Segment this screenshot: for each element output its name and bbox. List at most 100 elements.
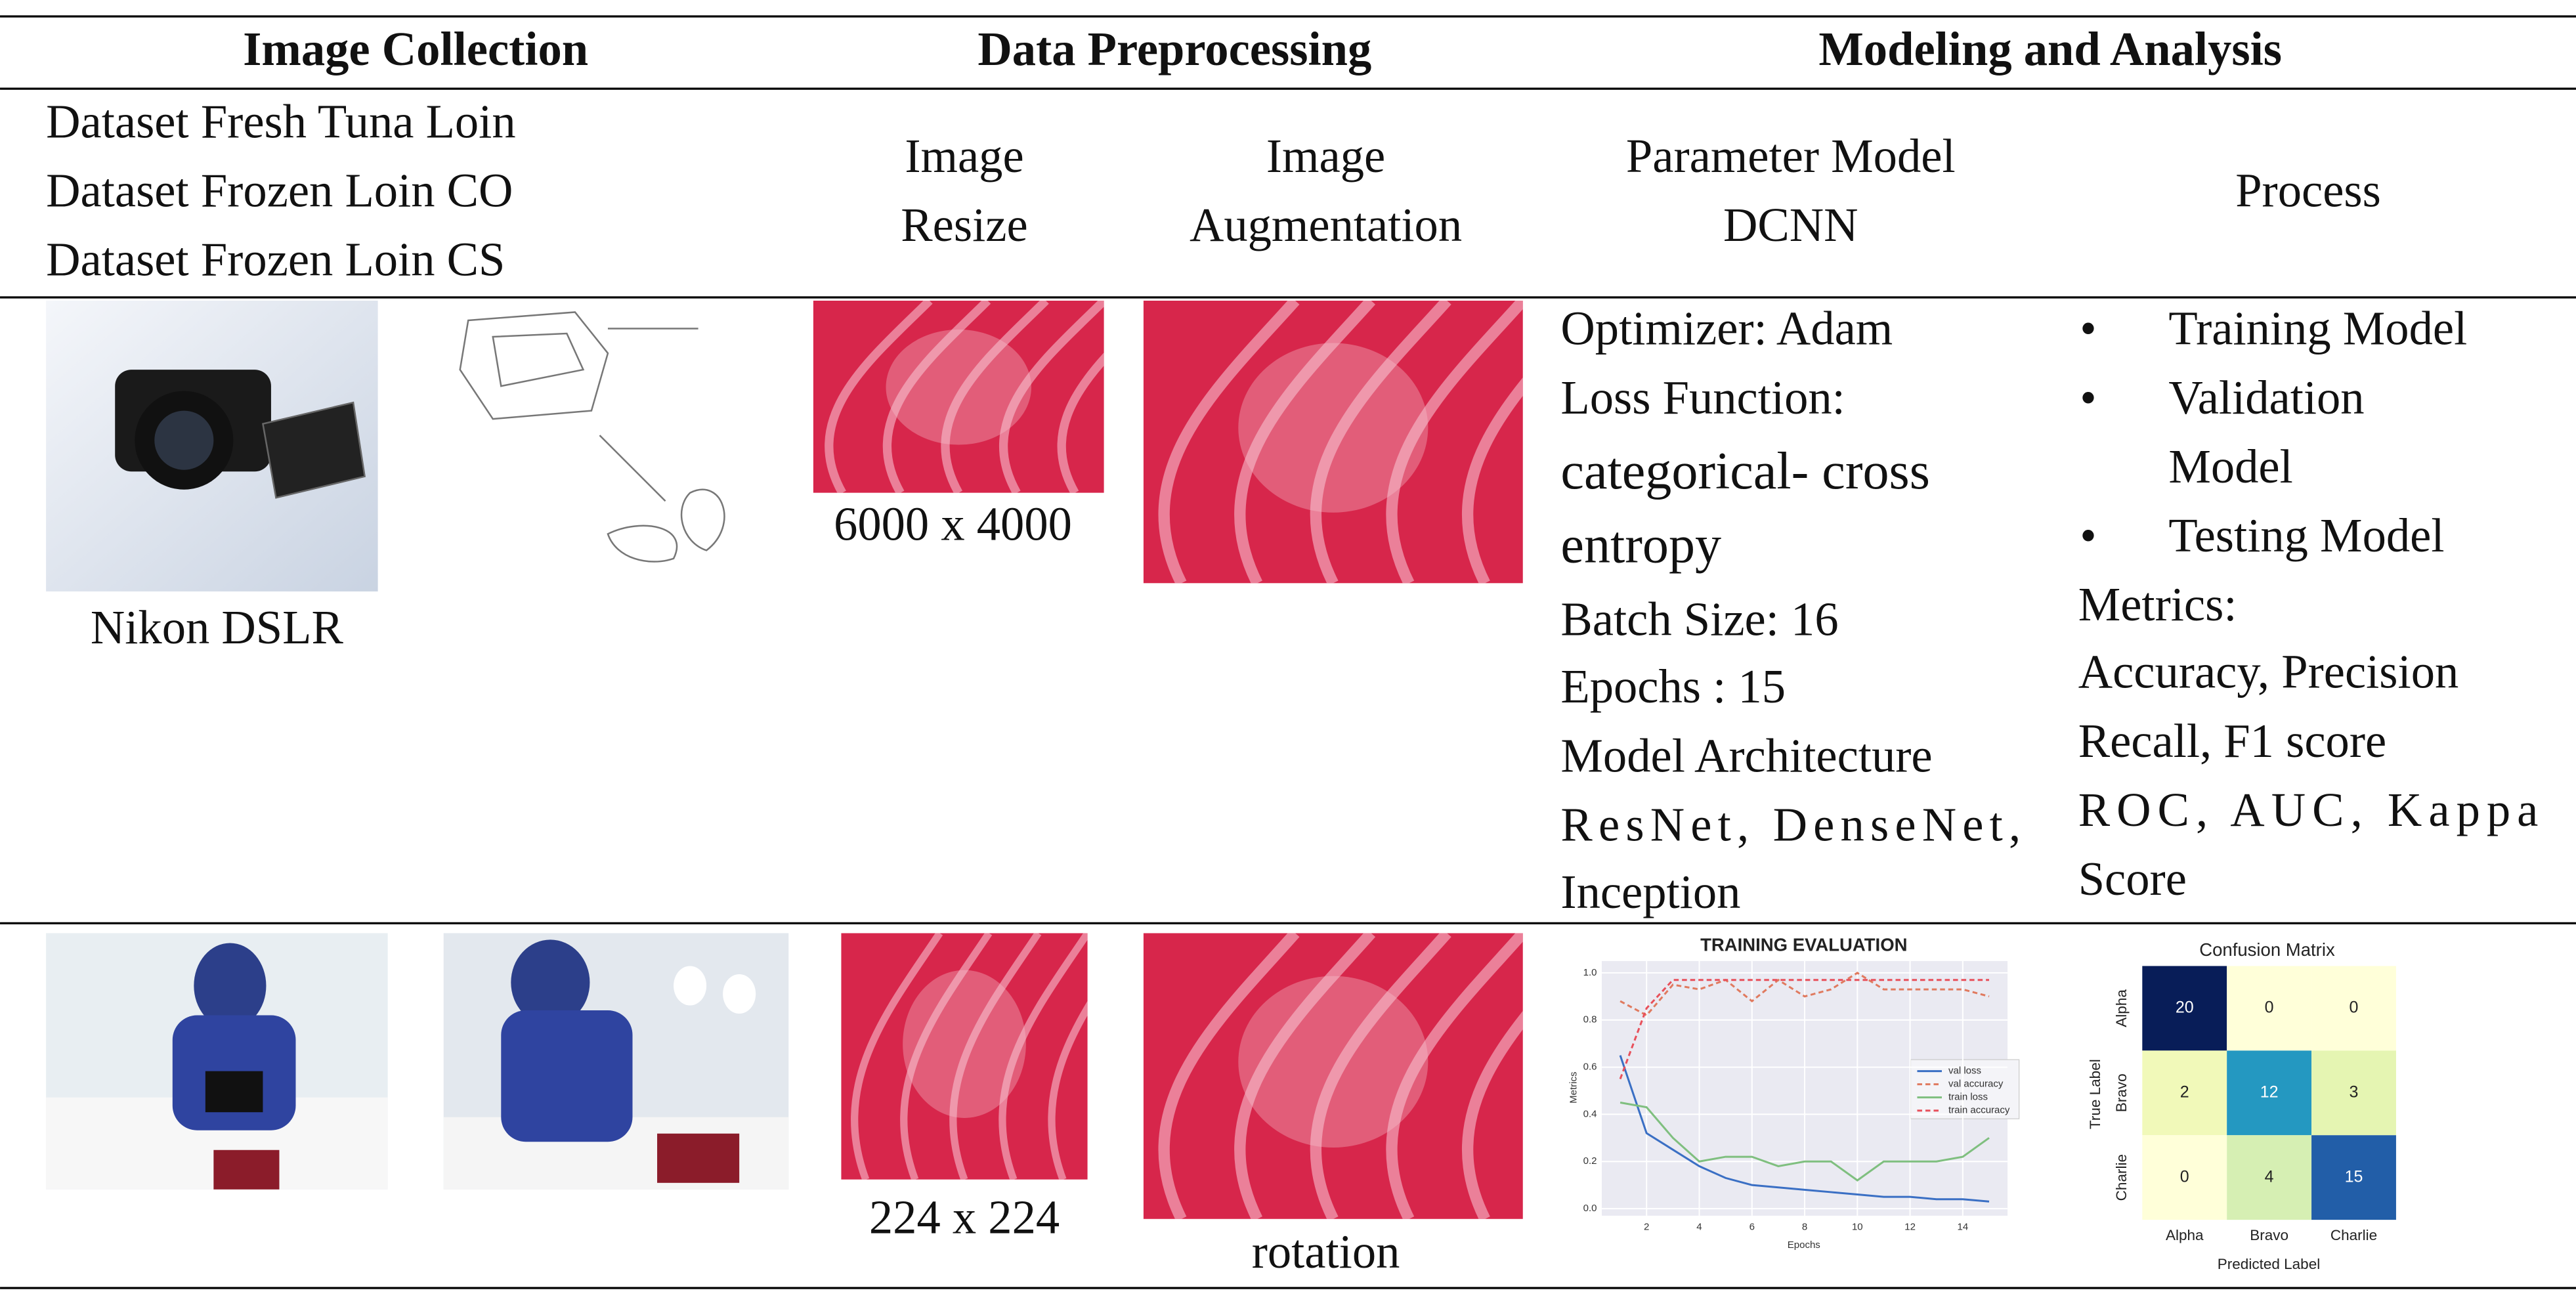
process-step: Model [2168,440,2292,493]
photo [46,933,789,1190]
cell-label: 0 [2350,999,2359,1017]
series-line [1620,972,1990,1017]
heatmap-cell [2311,966,2396,1051]
dataset: Dataset Frozen Loin CO [46,163,513,217]
y-tick-label: Alpha [2113,989,2130,1027]
x-tick-label: 12 [1904,1221,1916,1232]
y-tick-label: 0.8 [1583,1014,1597,1025]
x-tick-label: Alpha [2166,1227,2204,1243]
tuna-speckle [903,970,1026,1118]
metric: Metrics: [2078,578,2237,631]
x-tick-label: 14 [1958,1221,1969,1232]
tuna-stripe [941,300,1049,493]
x-tick-label: 4 [1696,1221,1702,1232]
column-header: Image Collection [243,22,588,75]
x-axis-label: Epochs [1788,1239,1820,1251]
camera-image [46,300,378,591]
tuna-stripe [1386,933,1523,1219]
y-tick-label: 0.2 [1583,1155,1597,1167]
tuna-stripe [1234,300,1376,584]
caption: Nikon DSLR [91,601,344,654]
parameter: Epochs : 15 [1560,660,1786,713]
x-tick-label: Charlie [2330,1227,2377,1243]
legend-label: train accuracy [1948,1105,2010,1116]
y-tick-label: 0.4 [1583,1108,1597,1119]
tuna-image [1143,933,1523,1219]
subheader: Image [1266,129,1385,183]
subheader: Process [2235,163,2381,217]
tuna-speckle [1238,976,1428,1148]
x-tick-label: Bravo [2250,1227,2288,1243]
legend [1910,1059,2020,1119]
heatmap-cell [2227,1135,2312,1220]
cell-label: 3 [2350,1083,2359,1101]
column-header: Data Preprocessing [977,22,1371,75]
tuna-image [841,933,1088,1180]
bullet: • [2080,302,2096,355]
x-tick-label: 2 [1644,1221,1649,1232]
x-tick-label: 10 [1852,1221,1863,1232]
sketch-image [459,311,725,563]
parameter: categorical- cross [1560,442,1929,500]
tuna-speckle [1238,343,1428,513]
subheader: DCNN [1723,198,1858,251]
tuna-stripe [1048,1000,1088,1180]
x-tick-label: 6 [1750,1221,1755,1232]
tuna-stripe [1386,300,1523,584]
caption: 6000 x 4000 [834,497,1072,550]
cell-label: 20 [2176,999,2194,1017]
process-step: Testing Model [2168,509,2444,562]
heatmap-cell [2142,1135,2227,1220]
metric: Recall, F1 score [2078,714,2387,767]
tuna-speckle [886,329,1031,445]
y-tick-label: 1.0 [1583,967,1597,978]
y-tick-label: Charlie [2113,1154,2130,1201]
parameter: entropy [1560,517,1721,574]
parameter: ResNet, DenseNet, [1560,798,2021,851]
series-line [1620,1101,1990,1182]
metric: ROC, AUC, Kappa [2078,783,2539,836]
heatmap-cell [2227,966,2312,1051]
dataset: Dataset Fresh Tuna Loin [46,95,516,148]
tuna-stripe [1310,300,1451,584]
tuna-stripe [1158,300,1300,584]
tuna-stripe [1234,933,1376,1219]
tuna-stripe [851,933,943,1180]
parameter: Optimizer: Adam [1560,302,1893,355]
subheader: Augmentation [1190,198,1462,251]
y-tick-label: Bravo [2113,1073,2130,1112]
parameter: Loss Function: [1560,371,1845,424]
tuna-image [1143,300,1523,584]
y-axis-label: True Label [2087,1059,2103,1129]
process-step: Validation [2168,371,2364,424]
bullet: • [2080,371,2096,424]
caption: rotation [1252,1225,1400,1278]
heatmap-cell [2227,1050,2312,1136]
subheader: Parameter Model [1626,129,1956,183]
metric: Score [2078,852,2187,905]
tuna-stripe [1461,377,1523,584]
y-tick-label: 0.6 [1583,1062,1597,1073]
legend-label: val accuracy [1948,1079,2004,1090]
bullet: • [2080,509,2096,562]
x-axis-label: Predicted Label [2218,1256,2320,1272]
parameter: Inception [1560,865,1740,918]
subheader: Image [905,129,1023,183]
x-tick-label: 8 [1802,1221,1807,1232]
tuna-stripe [1057,353,1104,493]
metric: Accuracy, Precision [2078,645,2459,698]
process-step: Training Model [2168,302,2467,355]
tuna-stripe [949,933,1042,1180]
cell-label: 2 [2180,1083,2189,1101]
y-tick-label: 0.0 [1583,1203,1597,1214]
parameter: Model Architecture [1560,729,1932,782]
legend-label: train loss [1948,1092,1988,1103]
y-axis-label: Metrics [1568,1071,1579,1103]
cell-label: 15 [2345,1167,2363,1186]
tuna-stripe [1461,1010,1523,1219]
tuna-stripe [998,933,1088,1180]
tuna-stripe [999,300,1104,493]
cell-label: 4 [2265,1167,2274,1186]
